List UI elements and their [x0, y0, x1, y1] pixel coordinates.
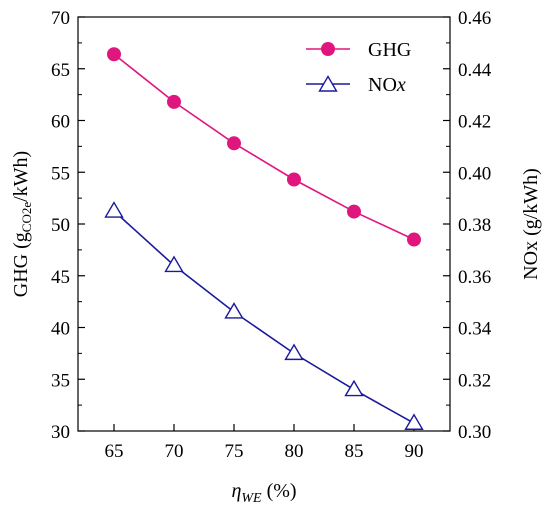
left-tick-label: 50 — [51, 215, 70, 236]
left-tick-label: 40 — [51, 319, 70, 340]
left-tick-label: 55 — [51, 163, 70, 184]
right-tick-label: 0.40 — [458, 163, 491, 184]
nox-point — [104, 201, 124, 218]
nox-point — [164, 255, 184, 273]
right-tick-label: 0.32 — [458, 370, 491, 391]
x-tick-label: 65 — [105, 441, 124, 462]
right-tick-label: 0.30 — [458, 422, 491, 443]
x-tick-label: 70 — [165, 441, 184, 462]
right-tick-label: 0.44 — [458, 60, 492, 81]
legend-nox-label: NOx — [368, 74, 406, 96]
nox-point — [344, 379, 364, 397]
ghg-point — [347, 204, 361, 219]
ghg-point — [407, 232, 421, 247]
x-tick-label: 75 — [225, 441, 244, 462]
left-tick-label: 30 — [51, 422, 70, 443]
left-tick-label: 70 — [51, 8, 70, 29]
legend-ghg-label: GHG — [368, 39, 411, 61]
x-tick-label: 80 — [285, 441, 304, 462]
series-layer — [104, 47, 424, 430]
nox-point — [404, 413, 424, 430]
x-tick-label: 85 — [345, 441, 364, 462]
ticks: 65 70 75 80 85 90 30 35 40 45 50 55 60 65 70 0.30 0.32 0.… — [51, 8, 492, 462]
left-axis-title: GHG (gCO2e/kWh) — [10, 151, 34, 297]
ghg-point — [287, 172, 301, 187]
right-tick-label: 0.42 — [458, 112, 491, 133]
left-tick-label: 45 — [51, 267, 70, 288]
legend-nox-marker — [318, 75, 338, 92]
right-tick-label: 0.46 — [458, 8, 491, 29]
left-tick-label: 35 — [51, 370, 70, 391]
left-tick-label: 60 — [51, 112, 70, 133]
ghg-point — [227, 136, 241, 151]
right-tick-label: 0.34 — [458, 319, 492, 340]
legend-ghg-marker — [321, 42, 335, 56]
right-tick-label: 0.38 — [458, 215, 491, 236]
right-tick-label: 0.36 — [458, 267, 491, 288]
x-axis-title: ηWE (%) — [231, 480, 296, 506]
left-tick-label: 65 — [51, 60, 70, 81]
nox-point — [284, 343, 304, 361]
nox-series-line — [113, 210, 415, 424]
right-axis-title: NOx (g/kWh) — [520, 168, 542, 280]
ghg-point — [107, 47, 121, 62]
x-tick-label: 90 — [405, 441, 424, 462]
legend: GHG NOx — [306, 39, 411, 96]
nox-point — [224, 302, 244, 319]
ghg-series-line — [113, 53, 415, 241]
ghg-point — [167, 94, 181, 109]
